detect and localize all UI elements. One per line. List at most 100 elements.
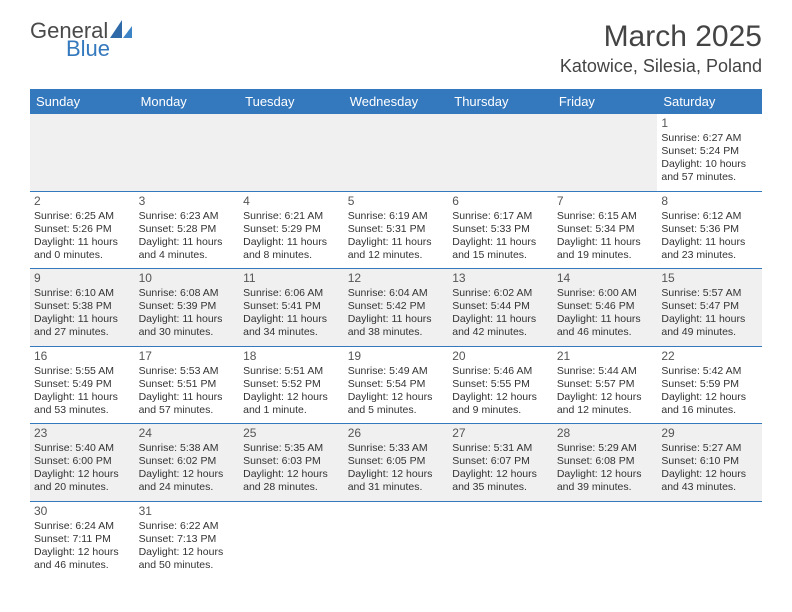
day-number: 22 <box>661 349 758 364</box>
day-cell: 27Sunrise: 5:31 AMSunset: 6:07 PMDayligh… <box>448 424 553 502</box>
sunrise-text: Sunrise: 5:49 AM <box>348 365 445 378</box>
sunrise-text: Sunrise: 6:27 AM <box>661 132 758 145</box>
day-cell <box>657 501 762 578</box>
daylight-text: Daylight: 11 hours and 34 minutes. <box>243 313 340 339</box>
sunrise-text: Sunrise: 6:15 AM <box>557 210 654 223</box>
sunset-text: Sunset: 7:11 PM <box>34 533 131 546</box>
day-cell: 22Sunrise: 5:42 AMSunset: 5:59 PMDayligh… <box>657 346 762 424</box>
daylight-text: Daylight: 12 hours and 20 minutes. <box>34 468 131 494</box>
day-cell: 20Sunrise: 5:46 AMSunset: 5:55 PMDayligh… <box>448 346 553 424</box>
sunset-text: Sunset: 5:44 PM <box>452 300 549 313</box>
logo-text: General Blue <box>30 20 134 60</box>
day-number: 16 <box>34 349 131 364</box>
day-number: 1 <box>661 116 758 131</box>
day-cell: 14Sunrise: 6:00 AMSunset: 5:46 PMDayligh… <box>553 269 658 347</box>
daylight-text: Daylight: 11 hours and 12 minutes. <box>348 236 445 262</box>
dayname-tue: Tuesday <box>239 89 344 114</box>
daylight-text: Daylight: 12 hours and 31 minutes. <box>348 468 445 494</box>
sunrise-text: Sunrise: 5:29 AM <box>557 442 654 455</box>
sunrise-text: Sunrise: 5:27 AM <box>661 442 758 455</box>
sunset-text: Sunset: 5:59 PM <box>661 378 758 391</box>
day-cell <box>448 114 553 191</box>
sunrise-text: Sunrise: 6:25 AM <box>34 210 131 223</box>
day-cell: 19Sunrise: 5:49 AMSunset: 5:54 PMDayligh… <box>344 346 449 424</box>
sunrise-text: Sunrise: 5:33 AM <box>348 442 445 455</box>
week-row: 30Sunrise: 6:24 AMSunset: 7:11 PMDayligh… <box>30 501 762 578</box>
day-cell: 2Sunrise: 6:25 AMSunset: 5:26 PMDaylight… <box>30 191 135 269</box>
day-number: 28 <box>557 426 654 441</box>
day-cell: 21Sunrise: 5:44 AMSunset: 5:57 PMDayligh… <box>553 346 658 424</box>
day-number: 14 <box>557 271 654 286</box>
daylight-text: Daylight: 11 hours and 42 minutes. <box>452 313 549 339</box>
day-cell: 26Sunrise: 5:33 AMSunset: 6:05 PMDayligh… <box>344 424 449 502</box>
day-cell: 30Sunrise: 6:24 AMSunset: 7:11 PMDayligh… <box>30 501 135 578</box>
day-cell: 16Sunrise: 5:55 AMSunset: 5:49 PMDayligh… <box>30 346 135 424</box>
day-number: 7 <box>557 194 654 209</box>
day-cell: 18Sunrise: 5:51 AMSunset: 5:52 PMDayligh… <box>239 346 344 424</box>
sunrise-text: Sunrise: 5:31 AM <box>452 442 549 455</box>
sunrise-text: Sunrise: 5:35 AM <box>243 442 340 455</box>
sunset-text: Sunset: 6:02 PM <box>139 455 236 468</box>
day-number: 3 <box>139 194 236 209</box>
day-cell: 25Sunrise: 5:35 AMSunset: 6:03 PMDayligh… <box>239 424 344 502</box>
dayname-row: Sunday Monday Tuesday Wednesday Thursday… <box>30 89 762 114</box>
sunrise-text: Sunrise: 6:10 AM <box>34 287 131 300</box>
sunrise-text: Sunrise: 5:51 AM <box>243 365 340 378</box>
day-cell <box>239 501 344 578</box>
logo: General Blue <box>30 20 134 60</box>
daylight-text: Daylight: 11 hours and 27 minutes. <box>34 313 131 339</box>
sunrise-text: Sunrise: 6:08 AM <box>139 287 236 300</box>
sunset-text: Sunset: 5:49 PM <box>34 378 131 391</box>
daylight-text: Daylight: 11 hours and 57 minutes. <box>139 391 236 417</box>
daylight-text: Daylight: 10 hours and 57 minutes. <box>661 158 758 184</box>
day-cell: 15Sunrise: 5:57 AMSunset: 5:47 PMDayligh… <box>657 269 762 347</box>
daylight-text: Daylight: 11 hours and 19 minutes. <box>557 236 654 262</box>
daylight-text: Daylight: 12 hours and 46 minutes. <box>34 546 131 572</box>
logo-sail-icon <box>110 18 132 43</box>
daylight-text: Daylight: 12 hours and 12 minutes. <box>557 391 654 417</box>
sunset-text: Sunset: 5:38 PM <box>34 300 131 313</box>
day-cell: 5Sunrise: 6:19 AMSunset: 5:31 PMDaylight… <box>344 191 449 269</box>
week-row: 9Sunrise: 6:10 AMSunset: 5:38 PMDaylight… <box>30 269 762 347</box>
daylight-text: Daylight: 11 hours and 15 minutes. <box>452 236 549 262</box>
daylight-text: Daylight: 12 hours and 50 minutes. <box>139 546 236 572</box>
day-cell <box>448 501 553 578</box>
sunset-text: Sunset: 5:26 PM <box>34 223 131 236</box>
day-cell: 29Sunrise: 5:27 AMSunset: 6:10 PMDayligh… <box>657 424 762 502</box>
daylight-text: Daylight: 12 hours and 43 minutes. <box>661 468 758 494</box>
day-number: 9 <box>34 271 131 286</box>
day-cell <box>553 114 658 191</box>
dayname-wed: Wednesday <box>344 89 449 114</box>
day-cell: 23Sunrise: 5:40 AMSunset: 6:00 PMDayligh… <box>30 424 135 502</box>
sunrise-text: Sunrise: 5:46 AM <box>452 365 549 378</box>
day-number: 17 <box>139 349 236 364</box>
day-cell <box>344 501 449 578</box>
day-cell: 3Sunrise: 6:23 AMSunset: 5:28 PMDaylight… <box>135 191 240 269</box>
day-cell: 17Sunrise: 5:53 AMSunset: 5:51 PMDayligh… <box>135 346 240 424</box>
sunset-text: Sunset: 5:46 PM <box>557 300 654 313</box>
dayname-fri: Friday <box>553 89 658 114</box>
daylight-text: Daylight: 11 hours and 49 minutes. <box>661 313 758 339</box>
day-number: 23 <box>34 426 131 441</box>
day-cell: 13Sunrise: 6:02 AMSunset: 5:44 PMDayligh… <box>448 269 553 347</box>
sunset-text: Sunset: 6:08 PM <box>557 455 654 468</box>
sunrise-text: Sunrise: 6:04 AM <box>348 287 445 300</box>
day-cell: 4Sunrise: 6:21 AMSunset: 5:29 PMDaylight… <box>239 191 344 269</box>
daylight-text: Daylight: 11 hours and 0 minutes. <box>34 236 131 262</box>
daylight-text: Daylight: 11 hours and 38 minutes. <box>348 313 445 339</box>
sunrise-text: Sunrise: 5:53 AM <box>139 365 236 378</box>
day-number: 15 <box>661 271 758 286</box>
day-number: 11 <box>243 271 340 286</box>
day-cell: 28Sunrise: 5:29 AMSunset: 6:08 PMDayligh… <box>553 424 658 502</box>
sunrise-text: Sunrise: 5:42 AM <box>661 365 758 378</box>
sunset-text: Sunset: 5:57 PM <box>557 378 654 391</box>
dayname-sun: Sunday <box>30 89 135 114</box>
day-cell <box>30 114 135 191</box>
sunset-text: Sunset: 5:54 PM <box>348 378 445 391</box>
week-row: 23Sunrise: 5:40 AMSunset: 6:00 PMDayligh… <box>30 424 762 502</box>
sunrise-text: Sunrise: 6:21 AM <box>243 210 340 223</box>
sunrise-text: Sunrise: 5:44 AM <box>557 365 654 378</box>
daylight-text: Daylight: 12 hours and 24 minutes. <box>139 468 236 494</box>
calendar-page: General Blue March 2025 Katowice, Silesi… <box>0 0 792 612</box>
dayname-thu: Thursday <box>448 89 553 114</box>
